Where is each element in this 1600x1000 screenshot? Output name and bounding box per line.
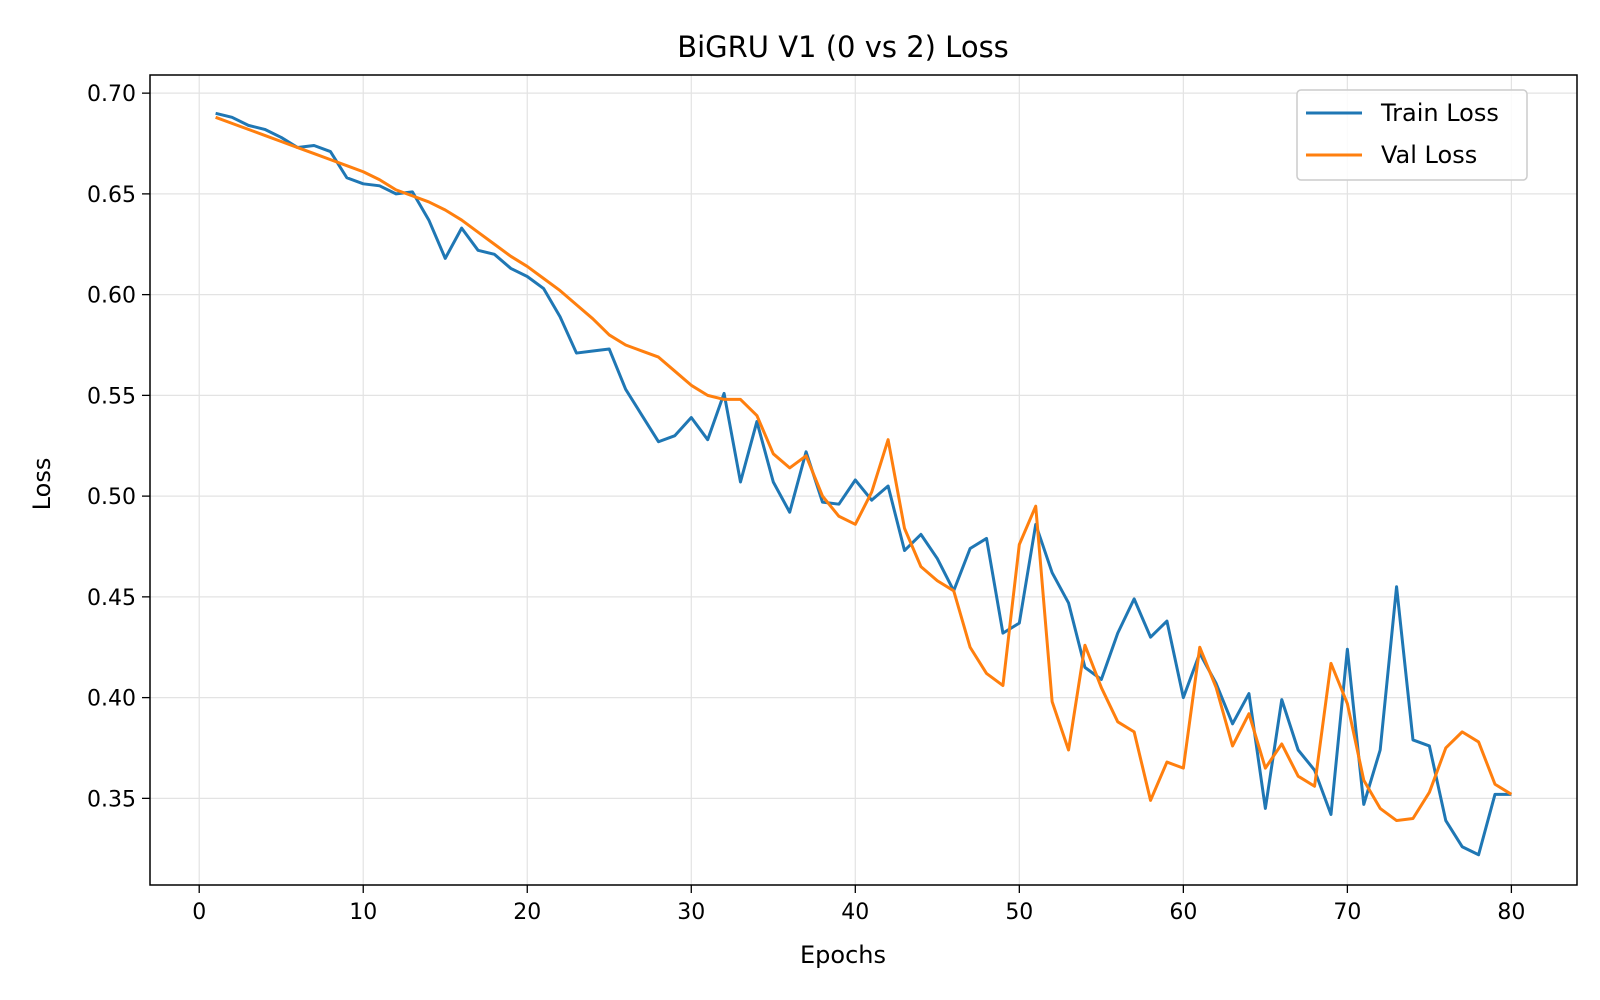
legend-label-val-loss: Val Loss: [1381, 141, 1477, 169]
x-tick-label: 20: [513, 900, 541, 925]
series-line-val-loss: [215, 115, 1513, 823]
x-tick-label: 80: [1497, 900, 1525, 925]
y-axis-label: Loss: [28, 458, 56, 511]
y-tick-label: 0.35: [87, 787, 136, 812]
x-tick-label: 40: [841, 900, 869, 925]
y-tick-label: 0.40: [87, 687, 136, 712]
legend-label-train-loss: Train Loss: [1380, 99, 1499, 127]
y-tick-label: 0.50: [87, 485, 136, 510]
x-tick-label: 0: [192, 900, 206, 925]
y-tick-label: 0.70: [87, 82, 136, 107]
y-tick-label: 0.55: [87, 384, 136, 409]
y-tick-label: 0.45: [87, 586, 136, 611]
chart-title: BiGRU V1 (0 vs 2) Loss: [677, 30, 1009, 64]
x-axis-label: Epochs: [800, 941, 886, 969]
x-tick-label: 60: [1169, 900, 1197, 925]
y-tick-label: 0.65: [87, 183, 136, 208]
series-line-train-loss: [215, 111, 1512, 857]
plot-frame: [149, 74, 1578, 886]
ticks-layer: 0 10 20 30 40 50 60 70 80 0.35 0.40 0.45 0.50 0.55 0.6…: [87, 82, 1525, 925]
legend: Train Loss Val Loss: [1296, 89, 1528, 181]
x-tick-label: 50: [1005, 900, 1033, 925]
x-tick-label: 10: [349, 900, 377, 925]
series-layer: [215, 111, 1513, 857]
y-tick-label: 0.60: [87, 284, 136, 309]
x-tick-label: 30: [677, 900, 705, 925]
grid-layer: [150, 75, 1577, 885]
x-tick-label: 70: [1333, 900, 1361, 925]
